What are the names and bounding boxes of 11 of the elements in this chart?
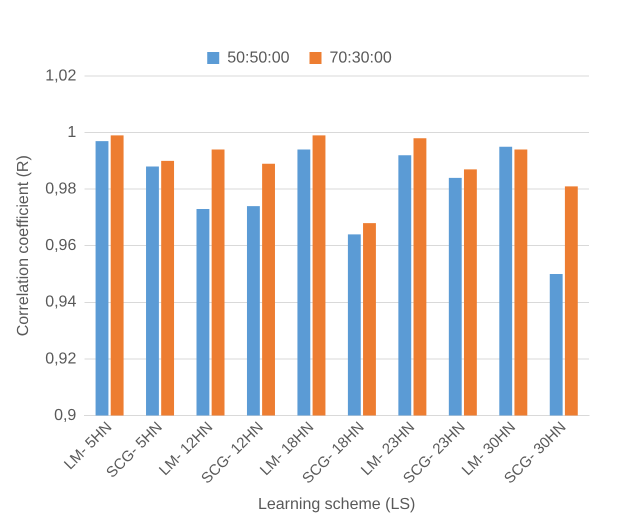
y-tick-label: 0,94 [45, 294, 76, 311]
y-tick-label: 0,98 [45, 180, 76, 198]
legend-label: 50:50:00 [227, 49, 290, 66]
y-tick-label: 1,02 [45, 67, 76, 84]
legend-label: 70:30:00 [330, 49, 392, 66]
y-tick-label: 0,92 [45, 350, 76, 368]
y-tick-label: 0,9 [54, 406, 76, 424]
y-tick-label: 1 [67, 124, 76, 141]
y-tick-label: 0,96 [45, 237, 76, 254]
x-axis-title: Learning scheme (LS) [258, 496, 416, 513]
y-axis-title: Correlation coefficient (R) [15, 155, 32, 336]
